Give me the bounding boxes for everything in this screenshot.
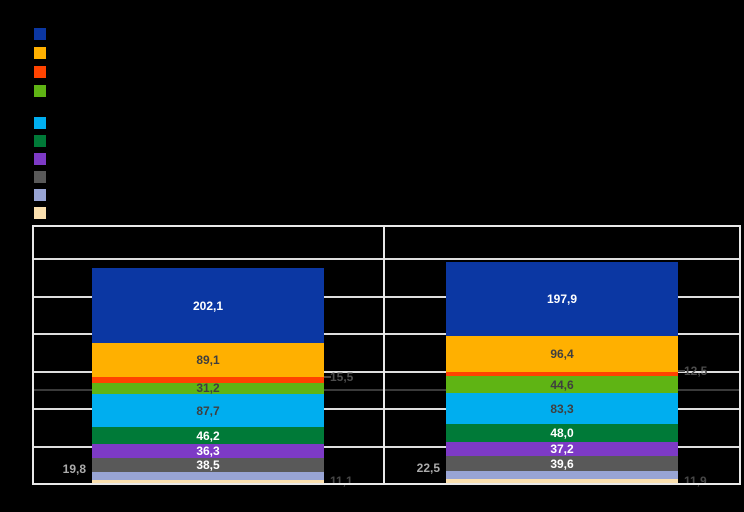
bar-segment — [92, 479, 324, 484]
bar: 202,1 89,1 31,2 87,7 46,2 36,3 38,5 — [92, 267, 324, 484]
legend-swatch — [34, 207, 46, 219]
bar-segment: 37,2 — [446, 442, 678, 457]
bar-segment: 202,1 — [92, 267, 324, 344]
gridline — [33, 408, 740, 411]
gridline — [33, 370, 740, 373]
bar-segment — [446, 479, 678, 484]
gridline — [33, 295, 740, 298]
label-leader-line — [678, 370, 685, 373]
bar-segment-label: 38,5 — [196, 458, 220, 473]
outside-label: 19,8 — [62, 462, 86, 477]
legend-swatch — [34, 85, 46, 97]
bar: 197,9 96,4 44,6 83,3 48,0 37,2 39,6 — [446, 261, 678, 484]
bar-segment-label: 44,6 — [550, 377, 574, 392]
bar-segment — [446, 471, 678, 480]
legend-swatch — [34, 153, 46, 165]
plot-border-left — [32, 225, 34, 485]
panel-divider — [382, 225, 385, 485]
bar-segment-label: 31,2 — [196, 381, 220, 396]
bar-segment-label: 96,4 — [550, 346, 574, 361]
bar-segment-label: 87,7 — [196, 403, 220, 418]
bar-segment: 38,5 — [92, 457, 324, 473]
bar-segment: 83,3 — [446, 393, 678, 425]
bar-segment — [446, 371, 678, 377]
outside-label: 22,5 — [416, 461, 440, 476]
bar-segment-label: 197,9 — [546, 291, 578, 306]
bar-segment-label: 202,1 — [192, 298, 224, 313]
bar-segment: 87,7 — [92, 394, 324, 428]
outside-label: 15,5 — [330, 369, 354, 384]
bar-segment: 48,0 — [446, 424, 678, 443]
reference-line — [33, 389, 740, 391]
plot-border-right — [739, 225, 741, 485]
bar-segment: 96,4 — [446, 335, 678, 372]
bar-segment: 39,6 — [446, 456, 678, 472]
legend-swatch — [34, 189, 46, 201]
bar-segment-label: 46,2 — [196, 428, 220, 443]
legend-swatch — [34, 47, 46, 59]
bar-segment: 197,9 — [446, 261, 678, 336]
outside-label: 12,5 — [684, 364, 708, 379]
legend-swatch — [34, 28, 46, 40]
bar-segment — [92, 376, 324, 383]
bar-segment: 89,1 — [92, 343, 324, 377]
bar-segment: 36,3 — [92, 444, 324, 458]
legend-swatch — [34, 171, 46, 183]
legend-swatch — [34, 117, 46, 129]
bar-segment-label: 39,6 — [550, 456, 574, 471]
bar-segment-label: 48,0 — [550, 426, 574, 441]
plot-border-top — [33, 225, 740, 227]
bar-segment: 44,6 — [446, 376, 678, 394]
bar-segment-label: 89,1 — [196, 353, 220, 368]
bar-segment-label: 36,3 — [196, 444, 220, 459]
bar-segment: 46,2 — [92, 427, 324, 445]
legend-swatch — [34, 135, 46, 147]
axis-line — [33, 483, 740, 485]
label-leader-line — [324, 375, 331, 378]
gridline — [33, 333, 740, 336]
bar-segment — [92, 472, 324, 480]
outside-label: 11,1 — [330, 473, 353, 488]
bar-segment-label: 83,3 — [550, 401, 574, 416]
gridline — [33, 445, 740, 448]
legend-swatch — [34, 66, 46, 78]
bar-segment: 31,2 — [92, 381, 324, 396]
gridline — [33, 258, 740, 261]
bar-segment-label: 37,2 — [550, 442, 574, 457]
